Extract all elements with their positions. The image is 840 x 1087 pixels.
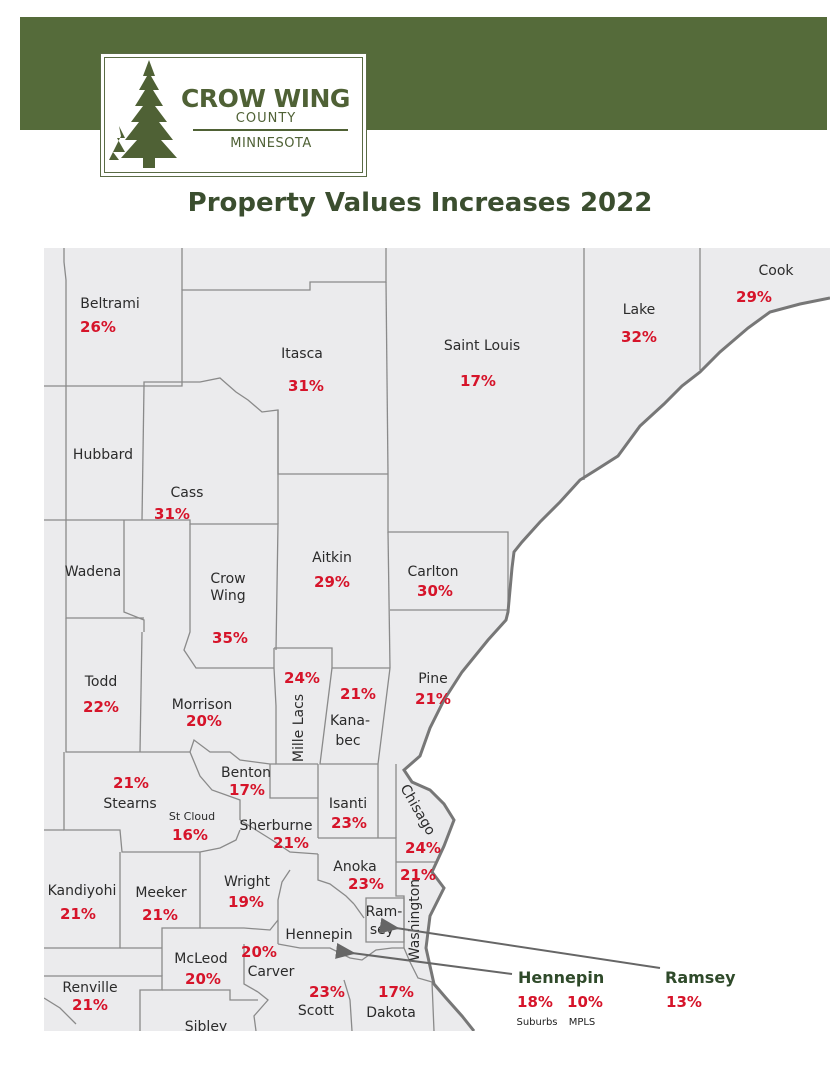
county-pct-renville: 21% [72, 996, 108, 1014]
county-name-morrison: Morrison [172, 697, 233, 713]
lake-superior [404, 298, 830, 1031]
county-name-hubbard: Hubbard [73, 447, 133, 463]
county-name-todd: Todd [84, 674, 118, 690]
county-name-kanabec-line1: Kana- [330, 713, 370, 729]
county-pct-pine: 21% [415, 690, 451, 708]
county-pct-lake: 32% [621, 328, 657, 346]
county-name-carver: Carver [248, 964, 295, 980]
logo-title: CROW WING [181, 84, 350, 113]
county-name-isanti: Isanti [329, 796, 367, 812]
county-name-crow-wing-line1: Crow [210, 571, 245, 587]
county-name-wright: Wright [224, 874, 271, 890]
logo-subtitle: COUNTY [235, 111, 297, 126]
county-name-scott: Scott [298, 1003, 335, 1019]
county-pct-washington: 21% [400, 866, 436, 884]
county-pct-anoka: 23% [348, 875, 384, 893]
county-name-mille-lacs: Mille Lacs [291, 694, 307, 762]
county-pct-crow-wing: 35% [212, 629, 248, 647]
county-name-wadena: Wadena [65, 564, 121, 580]
county-name-renville: Renville [62, 980, 117, 996]
county-pct-carver: 20% [241, 943, 277, 961]
county-pct-stearns: 21% [113, 774, 149, 792]
county-name-ramsey-line2: sey [370, 922, 394, 938]
logo-state: MINNESOTA [230, 136, 312, 151]
county-pct-isanti: 23% [331, 814, 367, 832]
logo-divider [193, 129, 348, 131]
county-pct-saint-louis: 17% [460, 372, 496, 390]
county-pct-beltrami: 26% [80, 318, 116, 336]
county-name-ramsey-line1: Ram- [366, 904, 403, 920]
county-pct-carlton: 30% [417, 582, 453, 600]
county-name-pine: Pine [418, 671, 448, 687]
county-name-stearns: Stearns [103, 796, 156, 812]
county-pct-mcleod: 20% [185, 970, 221, 988]
county-name-aitkin: Aitkin [312, 550, 352, 566]
county-name-kanabec-line2: bec [335, 733, 360, 749]
city-name-st-cloud: St Cloud [169, 810, 215, 823]
county-labels: Beltrami 26% Itasca 31% Saint Louis 17% … [48, 263, 795, 1031]
county-pct-cook: 29% [736, 288, 772, 306]
county-pct-todd: 22% [83, 698, 119, 716]
county-name-cook: Cook [758, 263, 794, 279]
county-name-carlton: Carlton [408, 564, 459, 580]
pine-tree-icon [109, 60, 177, 168]
county-pct-chisago: 24% [405, 839, 441, 857]
county-pct-kandiyohi: 21% [60, 905, 96, 923]
county-name-lake: Lake [623, 302, 656, 318]
county-name-anoka: Anoka [333, 859, 376, 875]
county-pct-mille-lacs: 24% [284, 669, 320, 687]
city-pct-st-cloud: 16% [172, 826, 208, 844]
shoreline [402, 296, 830, 1031]
county-name-meeker: Meeker [135, 885, 187, 901]
county-name-washington: Washington [407, 879, 423, 961]
county-name-benton: Benton [221, 765, 271, 781]
county-name-hennepin: Hennepin [285, 927, 352, 943]
county-name-itasca: Itasca [281, 346, 323, 362]
county-name-saint-louis: Saint Louis [444, 338, 520, 354]
county-name-crow-wing-line2: Wing [210, 588, 245, 604]
county-name-dakota: Dakota [366, 1005, 416, 1021]
county-pct-scott: 23% [309, 983, 345, 1001]
county-pct-wright: 19% [228, 893, 264, 911]
county-name-kandiyohi: Kandiyohi [48, 883, 117, 899]
map: Beltrami 26% Itasca 31% Saint Louis 17% … [44, 248, 830, 1031]
county-pct-cass: 31% [154, 505, 190, 523]
county-pct-itasca: 31% [288, 377, 324, 395]
county-map: Beltrami 26% Itasca 31% Saint Louis 17% … [44, 248, 830, 1031]
page-title: Property Values Increases 2022 [187, 188, 653, 218]
county-name-sherburne: Sherburne [240, 818, 313, 834]
county-name-beltrami: Beltrami [80, 296, 139, 312]
county-pct-morrison: 20% [186, 712, 222, 730]
county-pct-aitkin: 29% [314, 573, 350, 591]
county-pct-meeker: 21% [142, 906, 178, 924]
county-name-cass: Cass [171, 485, 204, 501]
county-pct-kanabec: 21% [340, 685, 376, 703]
county-logo: CROW WING COUNTY MINNESOTA [100, 53, 367, 177]
county-borders [44, 248, 701, 1031]
county-pct-benton: 17% [229, 781, 265, 799]
county-pct-sherburne: 21% [273, 834, 309, 852]
county-pct-dakota: 17% [378, 983, 414, 1001]
county-name-sibley: Sibley [185, 1019, 227, 1031]
county-name-mcleod: McLeod [174, 951, 227, 967]
